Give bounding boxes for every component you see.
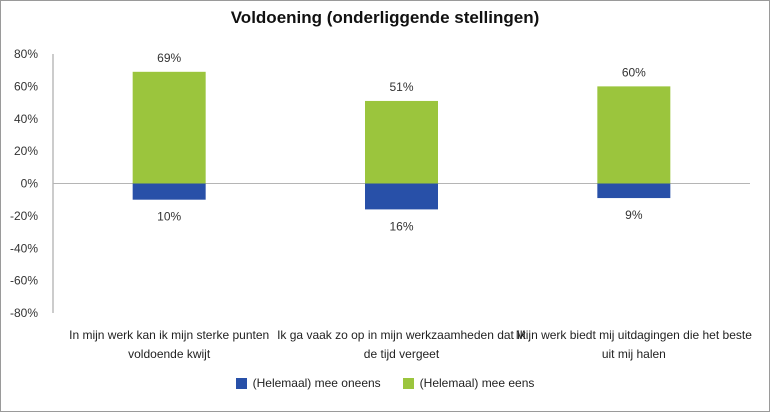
y-tick-label: -80% <box>10 306 38 320</box>
data-label-agree: 51% <box>389 80 413 94</box>
category-label: Ik ga vaak zo op in mijn werkzaamheden d… <box>277 328 527 342</box>
data-label-disagree: 10% <box>157 210 181 224</box>
y-tick-label: -20% <box>10 209 38 223</box>
legend-label-agree: (Helemaal) mee eens <box>419 376 535 390</box>
category-label: In mijn werk kan ik mijn sterke punten <box>69 328 269 342</box>
data-label-agree: 69% <box>157 51 181 65</box>
data-label-disagree: 9% <box>625 208 643 222</box>
category-label: voldoende kwijt <box>128 347 211 361</box>
data-label-disagree: 16% <box>389 219 413 233</box>
bar-disagree <box>365 183 438 210</box>
y-tick-label: 0% <box>21 177 39 191</box>
bar-agree <box>132 71 206 184</box>
y-tick-label: 40% <box>14 112 38 126</box>
bar-agree <box>365 100 438 184</box>
bar-disagree <box>597 183 671 199</box>
legend-item-agree: (Helemaal) mee eens <box>402 376 535 390</box>
y-tick-label: -60% <box>10 274 38 288</box>
legend-item-disagree: (Helemaal) mee oneens <box>235 376 381 390</box>
y-tick-label: -40% <box>10 241 38 255</box>
legend-swatch-agree <box>402 377 414 389</box>
legend: (Helemaal) mee oneens (Helemaal) mee een… <box>0 376 770 390</box>
category-label: de tijd vergeet <box>364 347 440 361</box>
bar-agree <box>597 86 671 184</box>
bar-disagree <box>132 183 206 200</box>
y-tick-label: 20% <box>14 144 38 158</box>
chart-title: Voldoening (onderliggende stellingen) <box>230 8 540 27</box>
y-tick-label: 60% <box>14 79 38 93</box>
legend-label-disagree: (Helemaal) mee oneens <box>252 376 381 390</box>
legend-swatch-disagree <box>235 377 247 389</box>
y-tick-label: 80% <box>14 47 38 61</box>
data-label-agree: 60% <box>622 65 646 79</box>
category-label: uit mij halen <box>602 347 666 361</box>
category-label: Mijn werk biedt mij uitdagingen die het … <box>516 328 752 342</box>
